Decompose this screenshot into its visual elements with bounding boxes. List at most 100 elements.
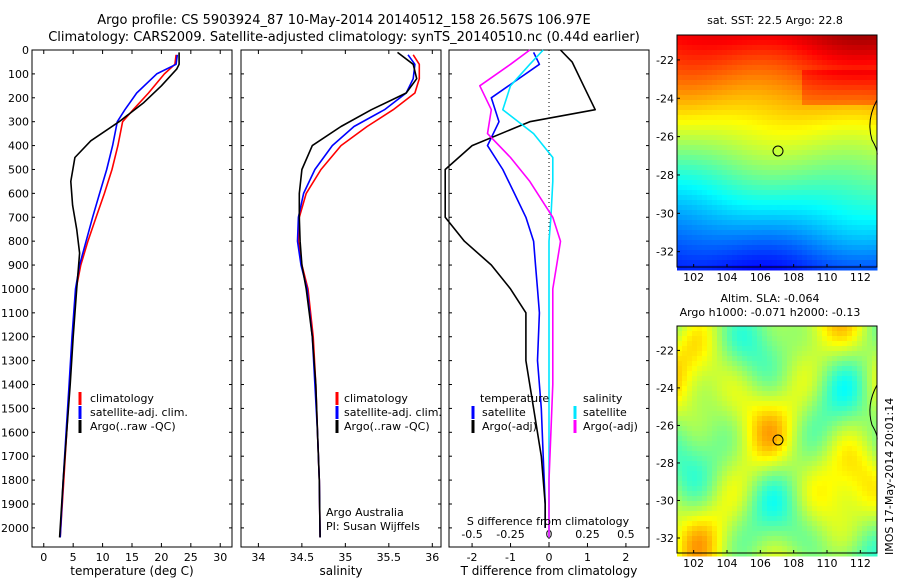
heatmap-cell — [742, 225, 748, 231]
heatmap-cell — [822, 225, 828, 231]
heatmap-cell — [812, 336, 818, 342]
heatmap-cell — [757, 531, 763, 537]
heatmap-cell — [797, 416, 803, 422]
heatmap-cell — [812, 376, 818, 382]
heatmap-cell — [687, 426, 693, 432]
heatmap-cell — [732, 366, 738, 372]
heatmap-cell — [737, 536, 743, 542]
heatmap-cell — [852, 491, 858, 497]
heatmap-cell — [837, 235, 843, 241]
heatmap-cell — [812, 165, 818, 171]
heatmap-cell — [862, 486, 868, 492]
heatmap-cell — [717, 526, 723, 532]
heatmap-cell — [727, 175, 733, 181]
heatmap-cell — [752, 260, 758, 266]
heatmap-cell — [807, 391, 813, 397]
heatmap-cell — [792, 240, 798, 246]
heatmap-cell — [757, 551, 763, 557]
heatmap-cell — [692, 60, 698, 66]
heatmap-cell — [722, 331, 728, 337]
heatmap-cell — [822, 326, 828, 332]
heatmap-cell — [752, 446, 758, 452]
heatmap-cell — [737, 240, 743, 246]
heatmap-cell — [872, 35, 878, 41]
heatmap-cell — [712, 200, 718, 206]
heatmap-cell — [742, 65, 748, 71]
sla-coastline — [869, 384, 878, 441]
heatmap-cell — [742, 220, 748, 226]
heatmap-cell — [687, 90, 693, 96]
heatmap-cell — [712, 396, 718, 402]
heatmap-cell — [797, 491, 803, 497]
heatmap-cell — [722, 326, 728, 332]
heatmap-cell — [687, 406, 693, 412]
heatmap-cell — [692, 55, 698, 61]
heatmap-cell — [737, 210, 743, 216]
heatmap-cell — [682, 230, 688, 236]
heatmap-cell — [807, 40, 813, 46]
heatmap-cell — [837, 396, 843, 402]
depth-tick-label: 600 — [8, 187, 29, 200]
heatmap-cell — [792, 356, 798, 362]
heatmap-cell — [852, 220, 858, 226]
heatmap-cell — [797, 381, 803, 387]
heatmap-cell — [742, 215, 748, 221]
heatmap-cell — [867, 225, 873, 231]
heatmap-cell — [792, 85, 798, 91]
heatmap-cell — [762, 215, 768, 221]
heatmap-cell — [872, 115, 878, 121]
heatmap-cell — [712, 541, 718, 547]
heatmap-cell — [762, 471, 768, 477]
heatmap-cell — [862, 120, 868, 126]
heatmap-cell — [677, 421, 683, 427]
heatmap-cell — [707, 371, 713, 377]
heatmap-cell — [702, 260, 708, 266]
heatmap-cell — [782, 70, 788, 76]
heatmap-cell — [847, 406, 853, 412]
heatmap-cell — [837, 210, 843, 216]
heatmap-cell — [722, 220, 728, 226]
heatmap-cell — [777, 491, 783, 497]
heatmap-cell — [782, 531, 788, 537]
heatmap-cell — [712, 205, 718, 211]
heatmap-cell — [857, 45, 863, 51]
heatmap-cell — [742, 426, 748, 432]
heatmap-cell — [762, 45, 768, 51]
heatmap-cell — [742, 130, 748, 136]
heatmap-cell — [747, 426, 753, 432]
heatmap-cell — [842, 230, 848, 236]
heatmap-cell — [697, 50, 703, 56]
heatmap-cell — [762, 406, 768, 412]
heatmap-cell — [812, 356, 818, 362]
heatmap-cell — [737, 105, 743, 111]
heatmap-cell — [677, 120, 683, 126]
heatmap-cell — [787, 451, 793, 457]
heatmap-cell — [702, 466, 708, 472]
heatmap-cell — [762, 150, 768, 156]
heatmap-cell — [752, 55, 758, 61]
heatmap-cell — [832, 521, 838, 527]
heatmap-cell — [697, 331, 703, 337]
heatmap-cell — [712, 105, 718, 111]
heatmap-cell — [737, 110, 743, 116]
heatmap-cell — [777, 225, 783, 231]
heatmap-cell — [737, 35, 743, 41]
heatmap-cell — [677, 50, 683, 56]
heatmap-cell — [812, 446, 818, 452]
heatmap-cell — [772, 366, 778, 372]
heatmap-cell — [832, 165, 838, 171]
heatmap-cell — [797, 516, 803, 522]
heatmap-cell — [832, 411, 838, 417]
heatmap-cell — [682, 195, 688, 201]
heatmap-cell — [757, 326, 763, 332]
heatmap-cell — [847, 546, 853, 552]
heatmap-cell — [812, 130, 818, 136]
heatmap-cell — [792, 60, 798, 66]
heatmap-cell — [707, 220, 713, 226]
heatmap-cell — [692, 190, 698, 196]
heatmap-cell — [862, 551, 868, 557]
heatmap-cell — [707, 185, 713, 191]
heatmap-cell — [682, 180, 688, 186]
heatmap-cell — [762, 195, 768, 201]
heatmap-cell — [787, 431, 793, 437]
